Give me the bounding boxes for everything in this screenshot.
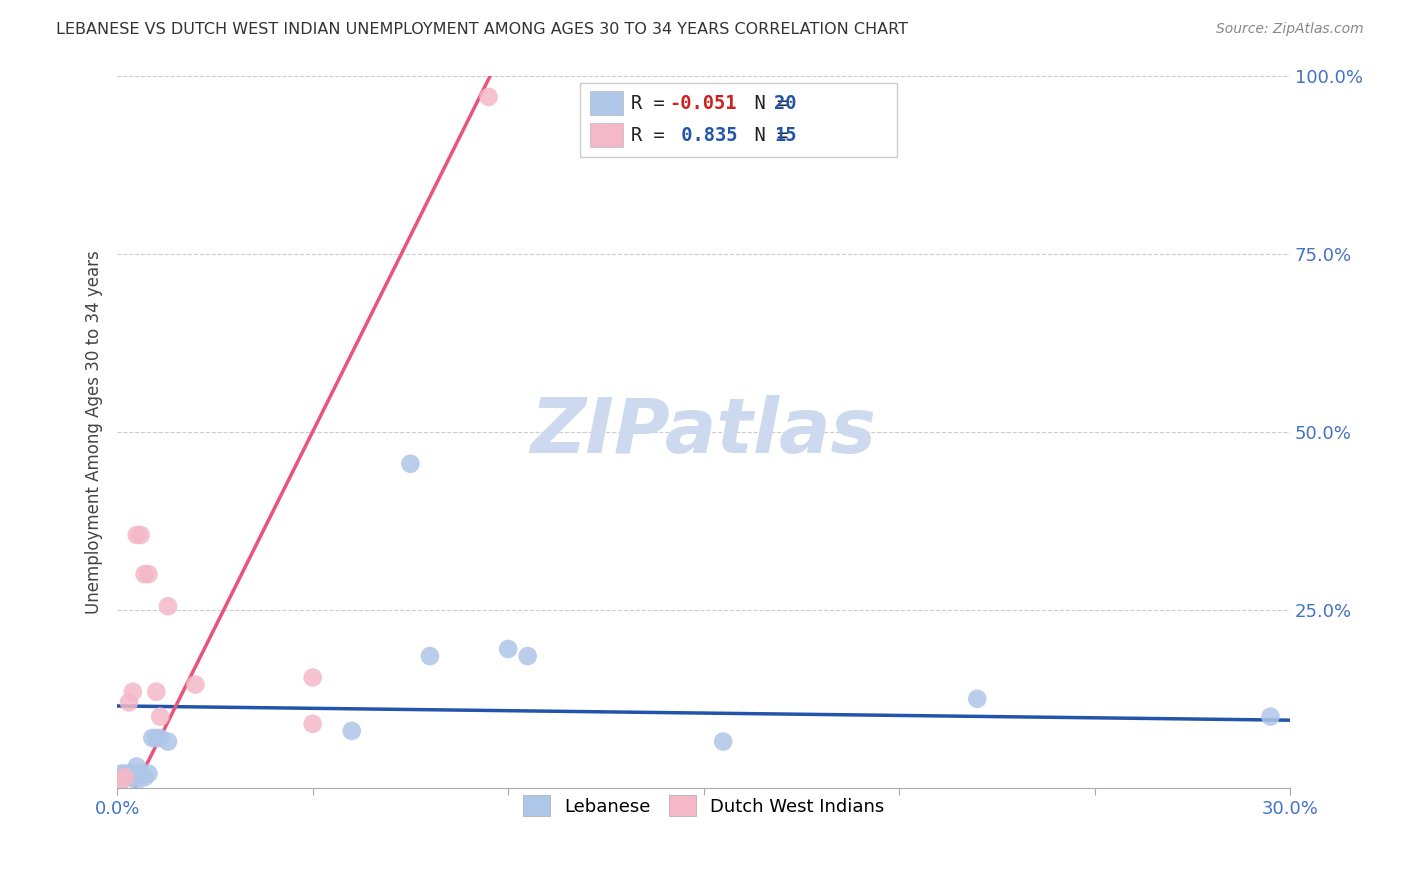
Point [129,528,152,542]
Point [149,709,172,723]
FancyBboxPatch shape [581,83,897,158]
Point [1260,709,1282,723]
Point [114,770,136,784]
Point [118,766,141,780]
Point [301,670,323,684]
FancyBboxPatch shape [591,91,623,115]
Point [156,734,179,748]
Point [145,731,167,745]
Text: 20: 20 [773,94,796,112]
Point [478,90,501,104]
Text: 15: 15 [773,126,796,145]
Text: R =: R = [631,126,676,145]
Point [129,766,152,780]
Point [114,770,136,784]
Legend: Lebanese, Dutch West Indians: Lebanese, Dutch West Indians [513,786,893,825]
Point [516,649,538,664]
Point [121,766,143,780]
Text: -0.051: -0.051 [669,94,737,112]
Point [145,684,167,698]
Point [340,723,363,738]
Point [399,457,422,471]
Point [125,528,148,542]
Point [110,766,132,780]
Point [125,759,148,773]
Point [419,649,441,664]
Point [121,770,143,784]
Point [138,766,160,780]
Text: 0.835: 0.835 [669,126,737,145]
Y-axis label: Unemployment Among Ages 30 to 34 years: Unemployment Among Ages 30 to 34 years [86,250,103,614]
Point [141,731,163,745]
Point [711,734,734,748]
Point [134,567,156,582]
Point [301,716,323,731]
Text: LEBANESE VS DUTCH WEST INDIAN UNEMPLOYMENT AMONG AGES 30 TO 34 YEARS CORRELATION: LEBANESE VS DUTCH WEST INDIAN UNEMPLOYME… [56,22,908,37]
Point [138,567,160,582]
Text: N =: N = [731,126,799,145]
Text: R =: R = [631,94,676,112]
Point [121,684,143,698]
Point [134,770,156,784]
Point [156,599,179,614]
Point [149,731,172,745]
Point [496,642,519,657]
Text: N =: N = [731,94,799,112]
Point [118,695,141,709]
Text: ZIPatlas: ZIPatlas [530,394,876,468]
Point [114,766,136,780]
Point [125,773,148,788]
Point [184,677,207,691]
Point [110,773,132,788]
Text: Source: ZipAtlas.com: Source: ZipAtlas.com [1216,22,1364,37]
Point [110,770,132,784]
Point [110,773,132,788]
FancyBboxPatch shape [591,123,623,147]
Point [966,691,988,706]
